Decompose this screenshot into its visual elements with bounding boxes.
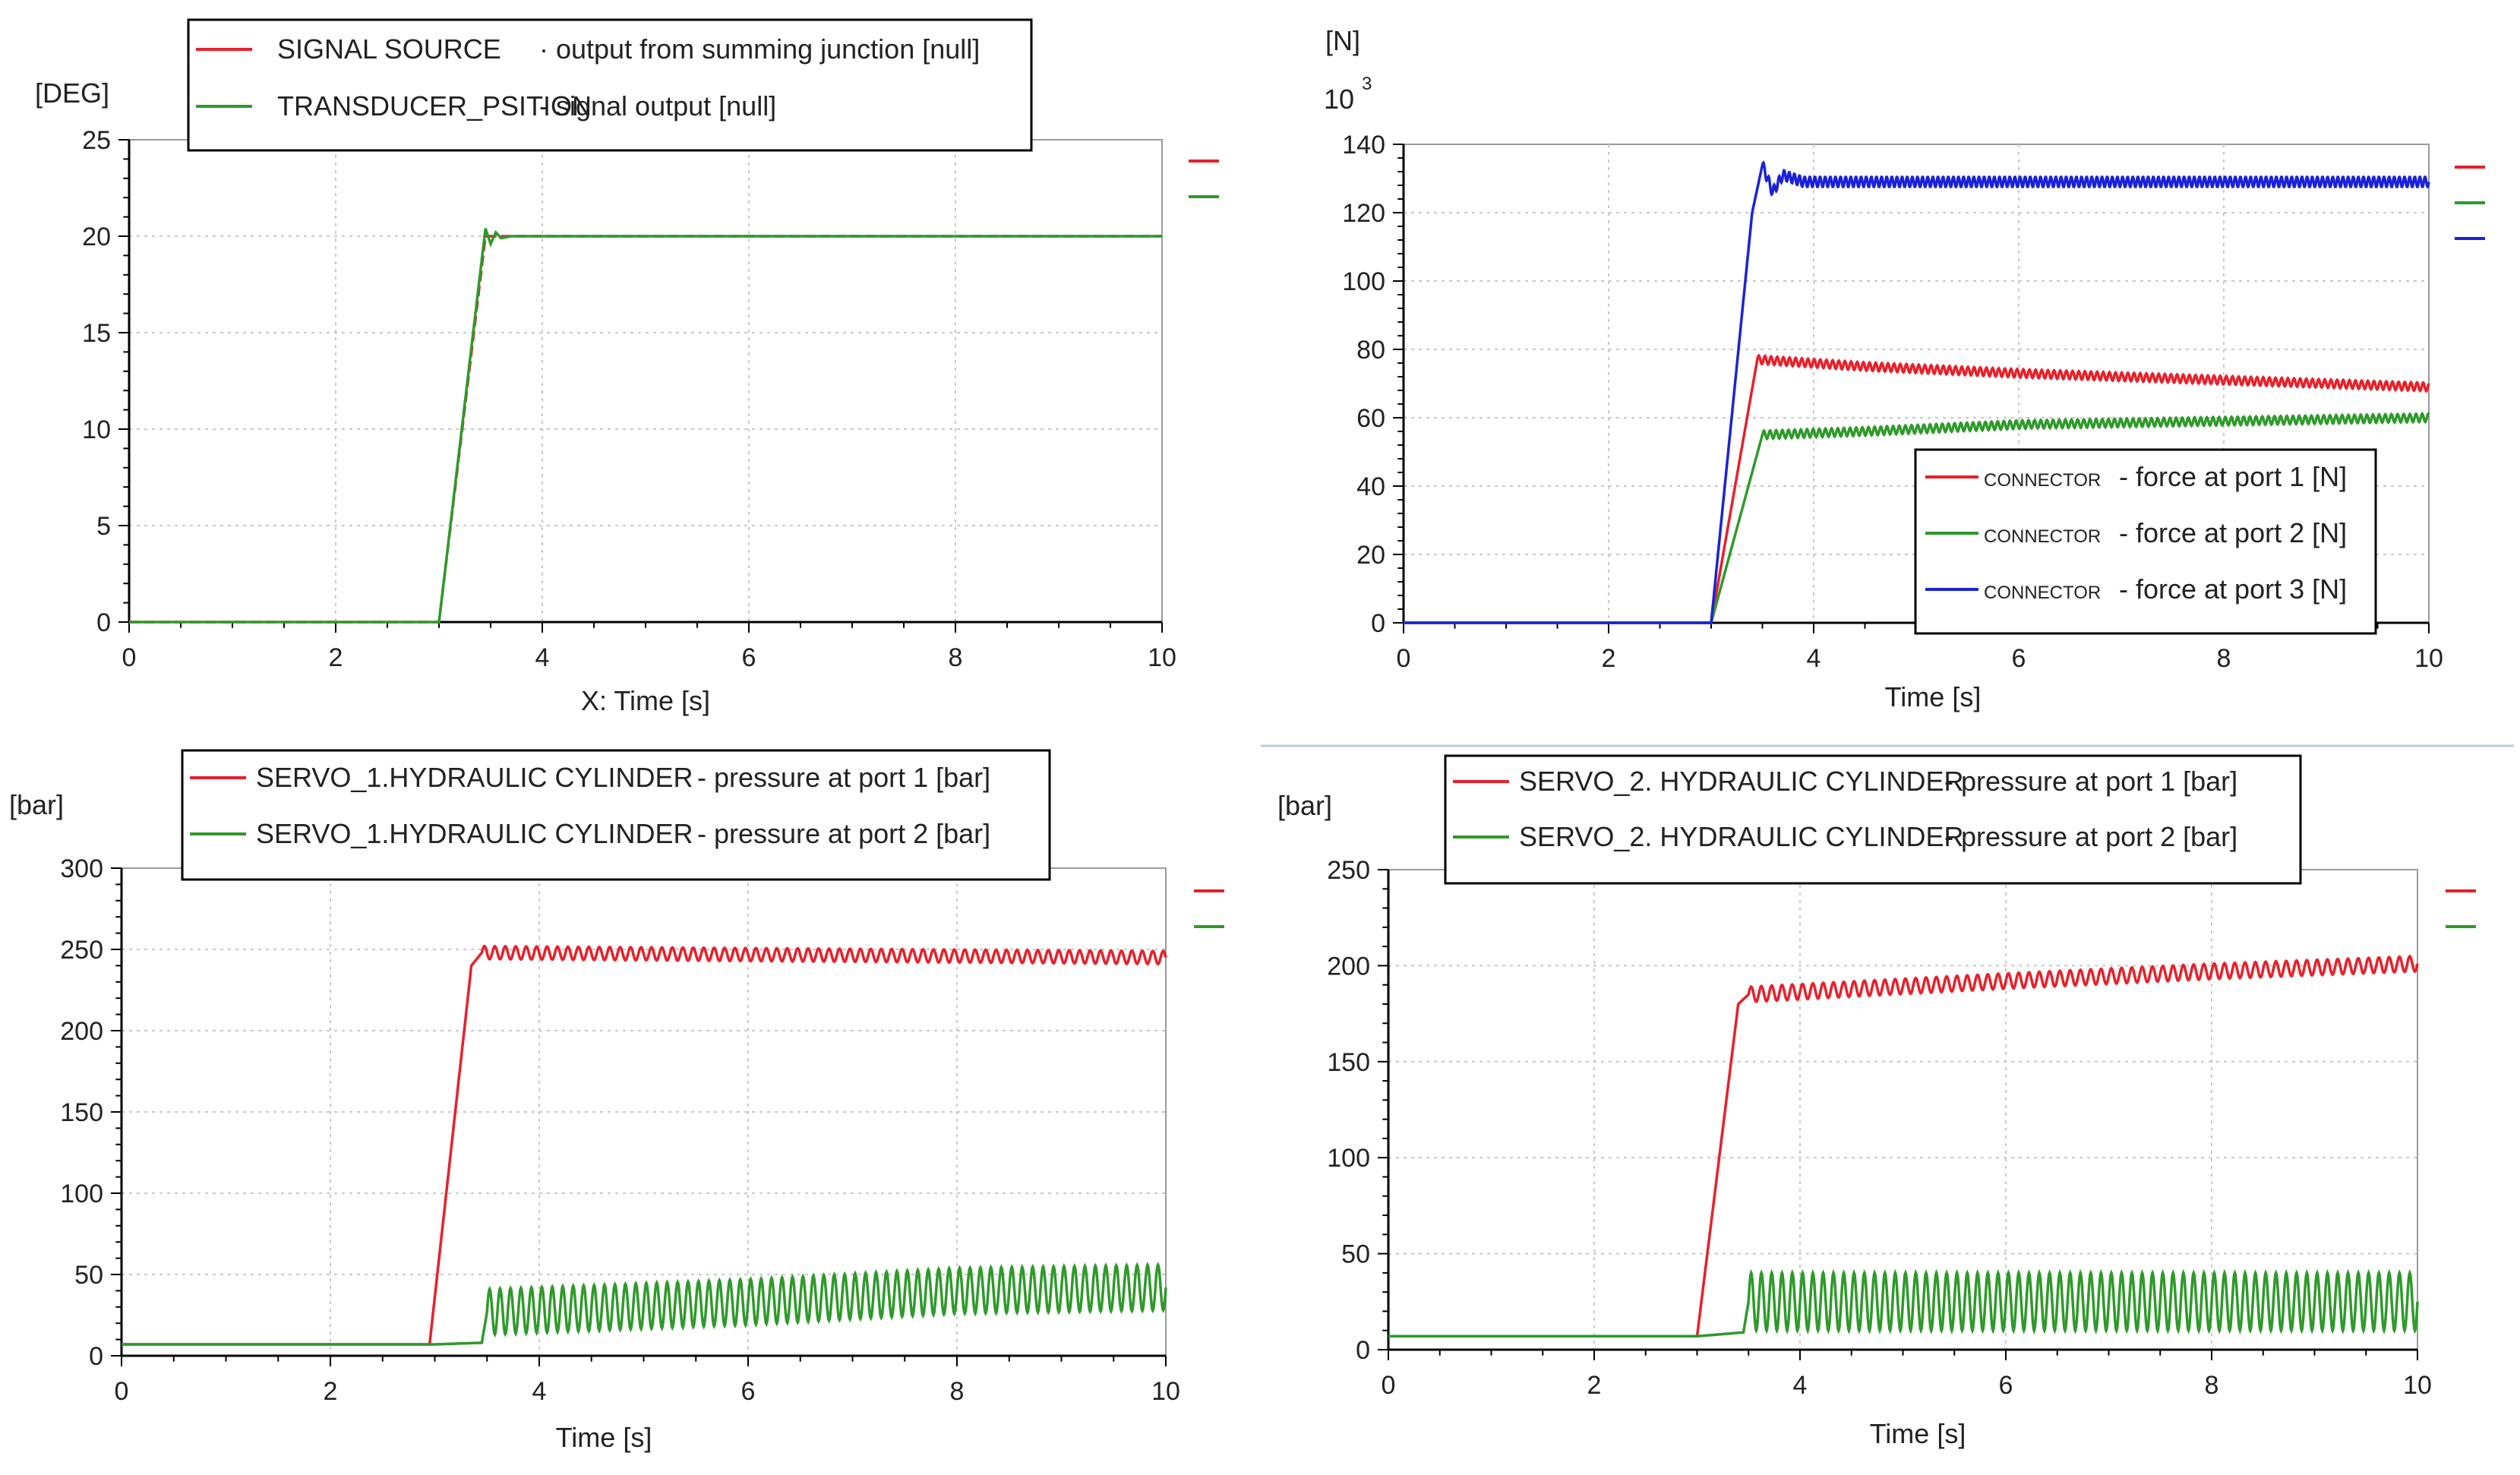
legend xyxy=(181,749,1051,881)
y-tick-label: 200 xyxy=(1327,952,1370,981)
y-tick-label: 140 xyxy=(1342,131,1385,160)
x-tick-label: 10 xyxy=(2414,644,2443,673)
y-tick-label: 60 xyxy=(1356,404,1385,433)
x-tick-label: 4 xyxy=(535,643,550,672)
legend-series-name: SERVO_2. HYDRAULIC CYLINDER xyxy=(1519,766,1964,797)
y-tick-label: 20 xyxy=(82,223,111,251)
legend-series-desc: - signal output [null] xyxy=(539,90,776,122)
legend-series-name: CONNECTOR xyxy=(1984,583,2101,603)
y-unit-label: [bar] xyxy=(1277,790,1332,821)
chart-c1: 0 2 4 6 8 10 0 5 10 15 20 25 [DEG] X: Time [s] SIGNAL … xyxy=(35,18,1219,716)
series-line-2 xyxy=(122,1262,1167,1346)
y-tick-label: 80 xyxy=(1356,336,1385,365)
y-tick-label: 50 xyxy=(1341,1240,1370,1269)
x-tick-label: 2 xyxy=(1602,644,1616,673)
x-tick-label: 4 xyxy=(532,1377,547,1406)
legend-series-name: SERVO_2. HYDRAULIC CYLINDER xyxy=(1519,821,1964,852)
x-tick-label: 6 xyxy=(1999,1371,2013,1400)
x-tick-label: 10 xyxy=(2403,1371,2432,1400)
x-tick-label: 0 xyxy=(115,1377,129,1406)
legend-series-name: CONNECTOR xyxy=(1984,470,2101,491)
x-tick-label: 8 xyxy=(950,1377,965,1406)
x-axis-title: X: Time [s] xyxy=(581,685,710,716)
y-tick-label: 20 xyxy=(1356,541,1385,570)
x-tick-label: 6 xyxy=(2012,644,2026,673)
x-tick-label: 8 xyxy=(2205,1371,2219,1400)
plot-frame xyxy=(1388,869,2418,1350)
legend xyxy=(1914,448,2377,635)
y-unit-label: [N] xyxy=(1325,25,1360,56)
y-tick-label: 100 xyxy=(1342,267,1385,296)
y-multiplier-exponent: 3 xyxy=(1362,74,1372,94)
y-unit-label: [bar] xyxy=(9,789,64,820)
legend-series-desc: - force at port 3 [N] xyxy=(2119,573,2347,605)
series-line-1 xyxy=(1388,954,2419,1338)
x-tick-label: 4 xyxy=(1793,1371,1808,1400)
y-unit-label: [DEG] xyxy=(35,77,109,109)
plot-frame xyxy=(128,139,1163,623)
x-tick-label: 2 xyxy=(1587,1371,1602,1400)
y-tick-label: 50 xyxy=(74,1261,103,1290)
x-tick-label: 2 xyxy=(324,1377,338,1406)
legend xyxy=(187,18,1033,152)
x-tick-label: 8 xyxy=(949,643,963,672)
y-multiplier: 10 xyxy=(1324,84,1354,115)
y-tick-label: 15 xyxy=(82,319,111,348)
legend-series-desc: - pressure at port 2 [bar] xyxy=(697,818,990,849)
series-line-2 xyxy=(129,228,1162,624)
y-tick-label: 10 xyxy=(82,415,111,444)
legend-series-name: TRANSDUCER_PSITION xyxy=(277,90,592,122)
y-tick-label: 0 xyxy=(1371,609,1385,638)
legend-series-desc: - force at port 1 [N] xyxy=(2119,461,2347,492)
x-tick-label: 10 xyxy=(1151,1377,1180,1406)
legend-series-desc: - pressure at port 2 [bar] xyxy=(1944,821,2237,852)
y-tick-label: 300 xyxy=(60,854,103,883)
x-tick-label: 6 xyxy=(742,643,756,672)
y-tick-label: 0 xyxy=(1356,1336,1370,1365)
legend xyxy=(1444,754,2302,885)
y-tick-label: 200 xyxy=(60,1017,103,1046)
x-tick-label: 10 xyxy=(1148,643,1176,672)
y-tick-label: 250 xyxy=(1327,856,1370,885)
y-tick-label: 100 xyxy=(1327,1144,1370,1173)
x-tick-label: 0 xyxy=(1397,644,1411,673)
x-tick-label: 2 xyxy=(329,643,343,672)
legend-series-name: SIGNAL SOURCE xyxy=(277,33,501,65)
x-tick-label: 4 xyxy=(1807,644,1821,673)
x-axis-title: Time [s] xyxy=(556,1422,652,1453)
y-tick-label: 120 xyxy=(1342,199,1385,228)
series-line-2 xyxy=(1388,1268,2419,1338)
y-tick-label: 5 xyxy=(96,512,111,541)
x-tick-label: 6 xyxy=(741,1377,756,1406)
legend-series-desc: - pressure at port 1 [bar] xyxy=(697,762,990,793)
legend-series-name: SERVO_1.HYDRAULIC CYLINDER xyxy=(256,818,693,849)
y-tick-label: 25 xyxy=(82,126,111,155)
x-tick-label: 8 xyxy=(2217,644,2231,673)
legend-series-name: CONNECTOR xyxy=(1984,526,2101,547)
x-axis-title: Time [s] xyxy=(1870,1418,1966,1449)
legend-series-desc: - pressure at port 1 [bar] xyxy=(1944,766,2237,797)
legend-series-desc: · output from summing junction [null] xyxy=(539,33,980,65)
legend-series-desc: - force at port 2 [N] xyxy=(2119,517,2347,548)
y-tick-label: 40 xyxy=(1356,472,1385,501)
x-axis-title: Time [s] xyxy=(1885,681,1982,712)
y-tick-label: 0 xyxy=(89,1342,103,1371)
x-tick-label: 0 xyxy=(122,643,137,672)
series-line-3 xyxy=(1404,160,2430,624)
x-tick-label: 0 xyxy=(1382,1371,1396,1400)
y-tick-label: 0 xyxy=(96,608,111,637)
legend-series-name: SERVO_1.HYDRAULIC CYLINDER xyxy=(256,762,693,793)
y-tick-label: 150 xyxy=(1327,1048,1370,1077)
y-tick-label: 150 xyxy=(60,1098,103,1127)
y-tick-label: 250 xyxy=(60,936,103,965)
y-tick-label: 100 xyxy=(60,1180,103,1208)
